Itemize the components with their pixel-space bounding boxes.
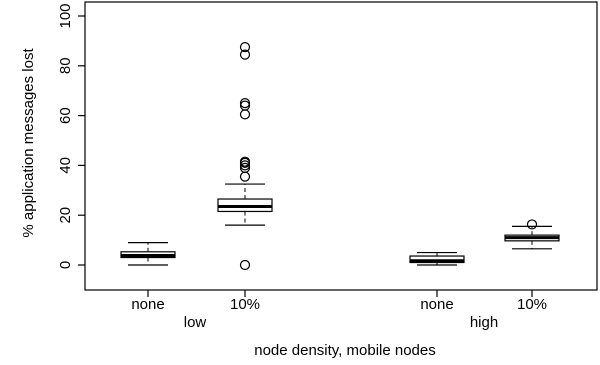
box-low-ten-percent	[217, 42, 273, 271]
axes-layer: 0 20 40 60 80 100 none 10% none 10% low high	[57, 1, 598, 331]
group-label: high	[470, 314, 498, 331]
outlier-point	[239, 109, 251, 120]
outlier-point	[239, 100, 251, 111]
outlier-point	[239, 156, 251, 167]
y-tick-label: 40	[57, 157, 74, 174]
x-axis-title: node density, mobile nodes	[254, 342, 436, 359]
group-label: low	[184, 314, 207, 331]
x-tick-label: none	[420, 296, 453, 313]
outlier-point	[239, 42, 251, 53]
marks-layer	[120, 42, 560, 271]
outlier-point	[239, 160, 251, 171]
x-tick-label: 10%	[517, 296, 547, 313]
y-axis-title: % application messages lost	[20, 48, 37, 238]
box-high-none	[409, 251, 465, 266]
plot-frame	[84, 1, 598, 291]
y-tick-label: 60	[57, 107, 74, 124]
y-tick-label: 100	[57, 3, 74, 28]
outlier-point	[239, 162, 251, 173]
outlier-point	[239, 259, 251, 271]
outlier-point	[526, 219, 538, 230]
box-high-ten-percent	[504, 219, 560, 250]
outlier-point	[239, 98, 251, 109]
outlier-point	[239, 171, 251, 182]
outlier-point	[239, 49, 251, 60]
box-low-none	[120, 241, 176, 266]
y-tick-label: 80	[57, 57, 74, 74]
x-tick-label: 10%	[230, 296, 260, 313]
y-tick-label: 20	[57, 207, 74, 224]
x-tick-label: none	[131, 296, 164, 313]
y-tick-label: 0	[57, 261, 74, 269]
